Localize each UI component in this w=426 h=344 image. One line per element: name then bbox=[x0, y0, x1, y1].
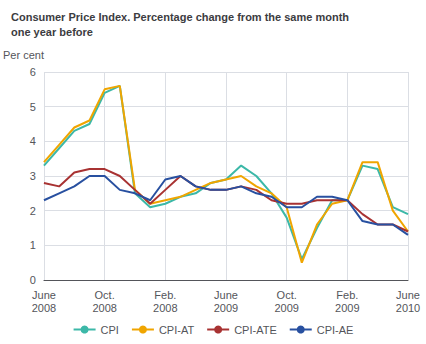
svg-text:2009: 2009 bbox=[274, 302, 298, 314]
svg-text:June: June bbox=[32, 289, 56, 301]
svg-text:Feb.: Feb. bbox=[336, 289, 358, 301]
svg-text:6: 6 bbox=[30, 66, 36, 78]
svg-text:1: 1 bbox=[30, 239, 36, 251]
svg-text:Oct.: Oct. bbox=[95, 289, 115, 301]
svg-text:2009: 2009 bbox=[335, 302, 359, 314]
svg-text:5: 5 bbox=[30, 101, 36, 113]
svg-text:2: 2 bbox=[30, 205, 36, 217]
svg-text:CPI-AT: CPI-AT bbox=[159, 324, 195, 336]
svg-text:2010: 2010 bbox=[396, 302, 420, 314]
svg-text:4: 4 bbox=[30, 135, 36, 147]
svg-text:0: 0 bbox=[30, 274, 36, 286]
svg-text:one year before: one year before bbox=[11, 26, 93, 38]
svg-text:Oct.: Oct. bbox=[277, 289, 297, 301]
svg-text:2009: 2009 bbox=[214, 302, 238, 314]
svg-text:2008: 2008 bbox=[32, 302, 56, 314]
svg-text:June: June bbox=[396, 289, 420, 301]
svg-text:Consumer Price Index. Percenta: Consumer Price Index. Percentage change … bbox=[11, 11, 349, 23]
svg-text:3: 3 bbox=[30, 170, 36, 182]
svg-text:Per cent: Per cent bbox=[3, 49, 44, 61]
svg-text:2008: 2008 bbox=[92, 302, 116, 314]
svg-text:2008: 2008 bbox=[153, 302, 177, 314]
svg-text:CPI-AE: CPI-AE bbox=[317, 324, 354, 336]
svg-text:CPI: CPI bbox=[101, 324, 119, 336]
svg-text:June: June bbox=[214, 289, 238, 301]
svg-text:CPI-ATE: CPI-ATE bbox=[234, 324, 277, 336]
svg-text:Feb.: Feb. bbox=[154, 289, 176, 301]
